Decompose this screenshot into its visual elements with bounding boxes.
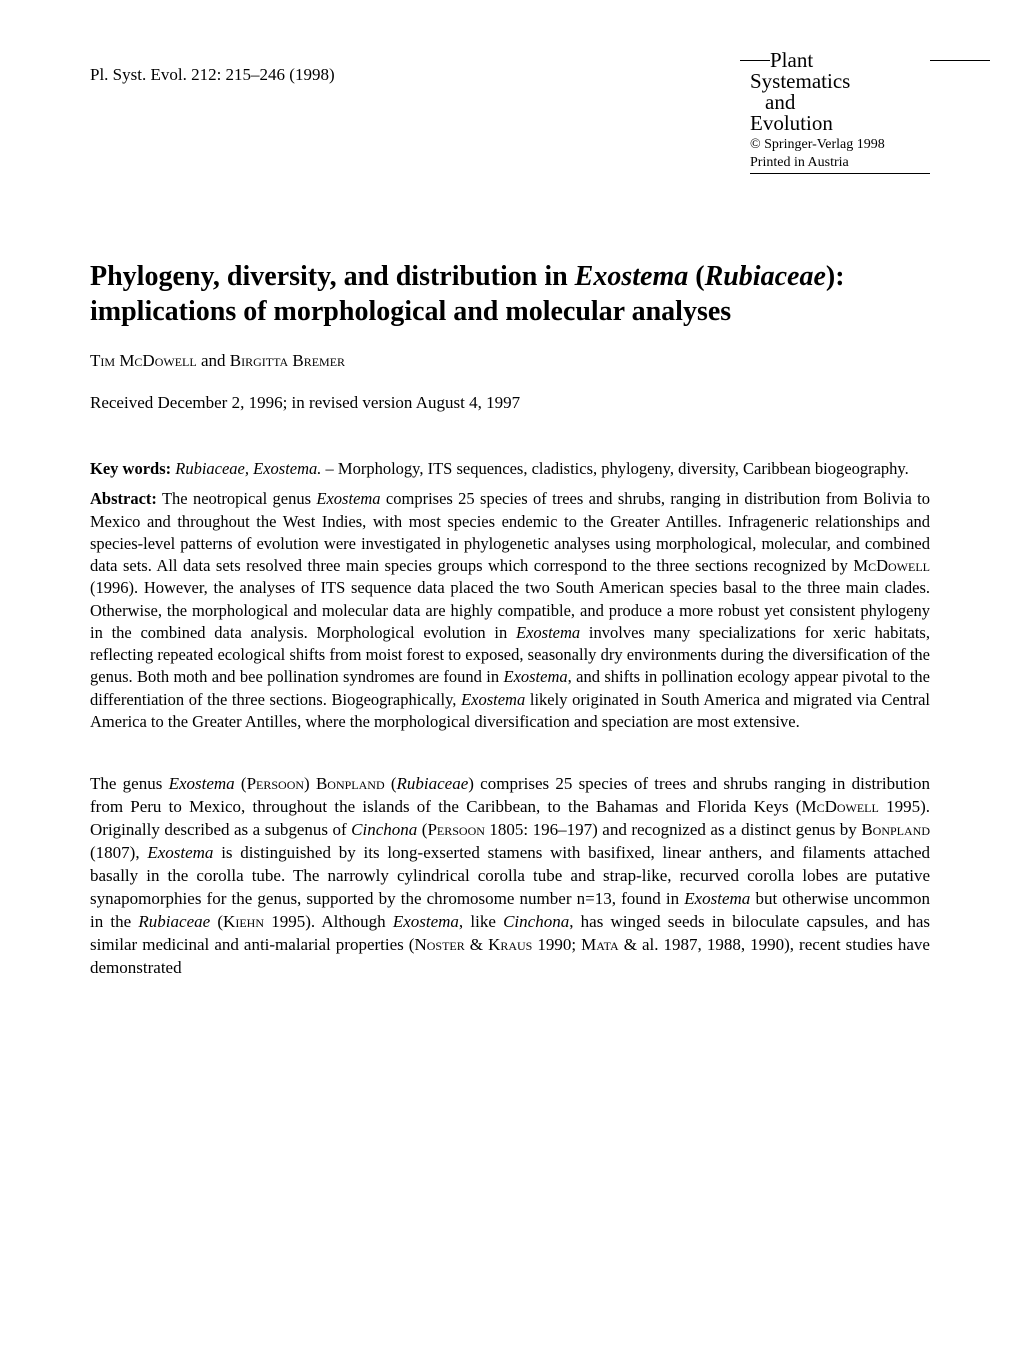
body-part8: 1805: 196–197) and recognized as a disti… [485,820,861,839]
authors-line: Tim McDowell and Birgitta Bremer [90,351,930,371]
body-part7: ( [417,820,427,839]
journal-logo: Plant Systematics and Evolution [750,50,930,134]
body-part2: ( [235,774,247,793]
author1-first: Tim [90,351,115,370]
keywords-rest: – Morphology, ITS sequences, cladistics,… [321,459,908,478]
body-part13: 1995). Although [264,912,393,931]
author1-last: McDowell [119,351,196,370]
body-smallcaps7: Noster [414,935,464,954]
abstract-label: Abstract: [90,489,157,508]
received-date: Received December 2, 1996; in revised ve… [90,393,930,413]
abstract-italic3: Exostema [503,667,567,686]
body-part4: ( [385,774,397,793]
body-italic4: Exostema [147,843,213,862]
body-part9: (1807), [90,843,147,862]
abstract-italic4: Exostema [461,690,525,709]
citation-text: Pl. Syst. Evol. 212: 215–246 (1998) [90,50,335,85]
body-smallcaps3: McDowell [801,797,878,816]
abstract-italic2: Exostema [516,623,580,642]
body-part16: & [465,935,488,954]
author2-last: Bremer [292,351,345,370]
title-part1: Phylogeny, diversity, and distribution i… [90,261,575,292]
journal-name-part2: Systematics [750,71,930,92]
journal-name-part1: Plant [750,50,930,71]
body-italic7: Exostema [393,912,459,931]
body-italic3: Cinchona [351,820,417,839]
journal-name-part4: Evolution [750,113,930,134]
body-part1: The genus [90,774,169,793]
abstract-italic1: Exostema [316,489,380,508]
journal-name-part3: and [750,92,930,113]
body-part17: 1990; [532,935,581,954]
body-part14: , like [459,912,503,931]
body-italic2: Rubiaceae [397,774,469,793]
page-header: Pl. Syst. Evol. 212: 215–246 (1998) Plan… [90,50,930,174]
article-title: Phylogeny, diversity, and distribution i… [90,259,930,329]
keywords-label: Key words: [90,459,171,478]
body-smallcaps1: Persoon [247,774,304,793]
title-part2: ( [688,261,704,292]
body-smallcaps2: Bonpland [316,774,385,793]
body-smallcaps5: Bonpland [861,820,930,839]
journal-logo-block: Plant Systematics and Evolution © Spring… [750,50,930,174]
title-italic2: Rubiaceae [705,261,826,292]
body-part12: ( [210,912,223,931]
body-smallcaps8: Kraus [488,935,532,954]
body-smallcaps9: Mata [581,935,619,954]
body-italic8: Cinchona [503,912,569,931]
body-smallcaps6: Kiehn [223,912,264,931]
abstract-part1: The neotropical genus [157,489,317,508]
abstract-block: Abstract: The neotropical genus Exostema… [90,488,930,733]
keywords-block: Key words: Rubiaceae, Exostema. – Morpho… [90,458,930,480]
keywords-italic: Rubiaceae, Exostema. [175,459,321,478]
body-italic5: Exostema [684,889,750,908]
body-smallcaps4: Persoon [427,820,484,839]
title-italic1: Exostema [575,261,689,292]
authors-and: and [197,351,230,370]
copyright-text: © Springer-Verlag 1998 [750,137,930,153]
abstract-smallcaps1: McDowell [853,556,930,575]
printed-text: Printed in Austria [750,155,930,174]
author2-first: Birgitta [230,351,288,370]
body-italic1: Exostema [169,774,235,793]
body-italic6: Rubiaceae [138,912,210,931]
body-part3: ) [304,774,316,793]
body-paragraph: The genus Exostema (Persoon) Bonpland (R… [90,773,930,979]
